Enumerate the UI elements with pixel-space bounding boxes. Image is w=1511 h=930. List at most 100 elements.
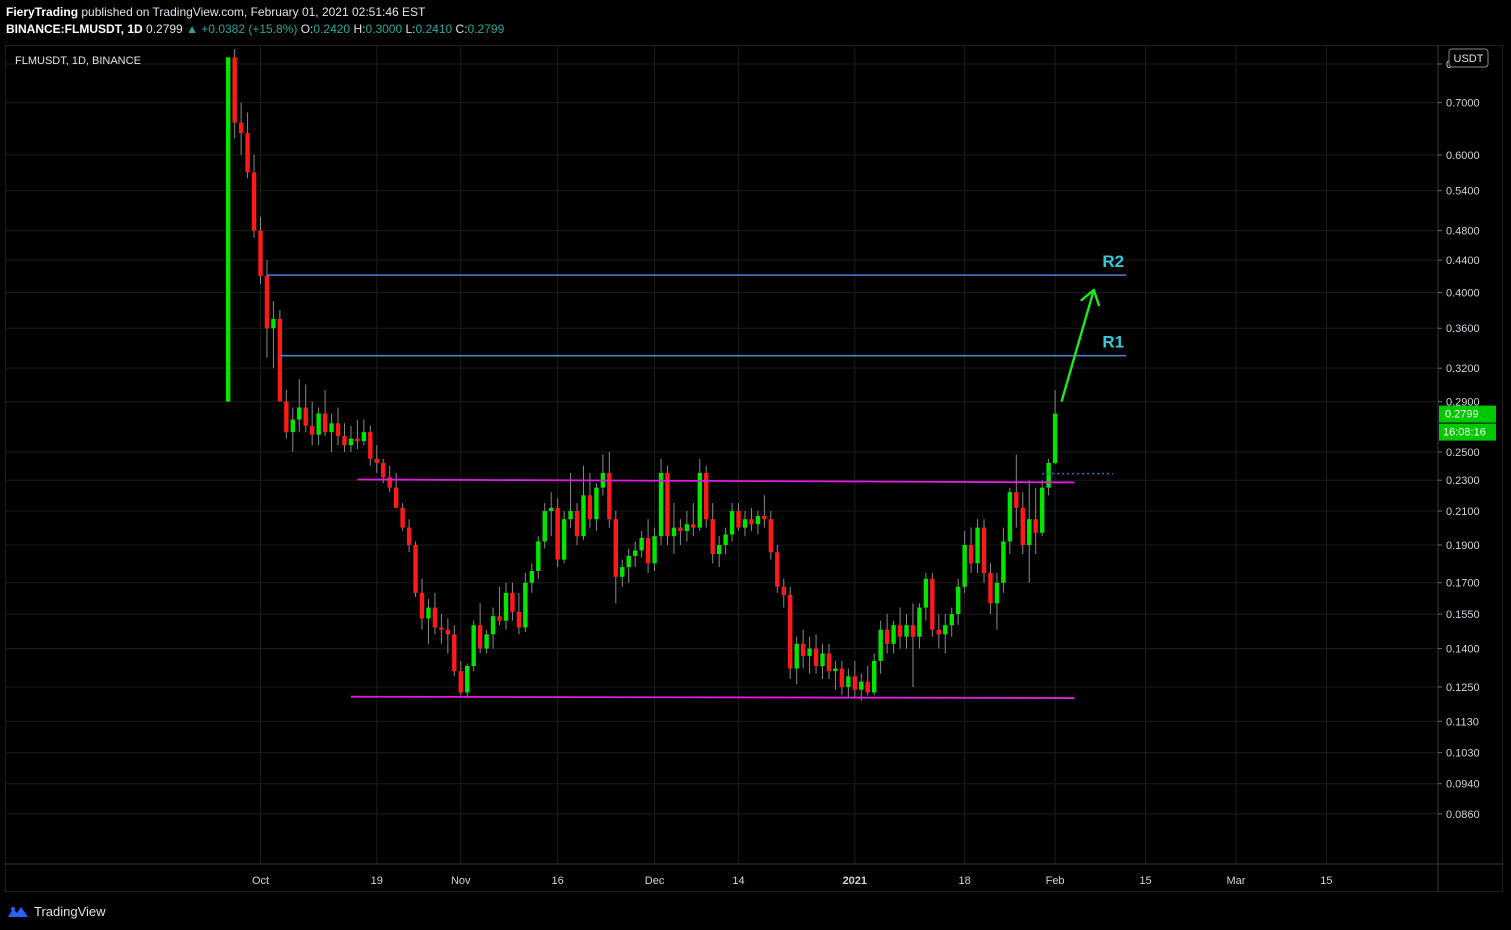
candle-body [258, 230, 263, 276]
candle-body [716, 545, 722, 555]
candle [826, 643, 832, 679]
countdown-badge-text: 16:08:16 [1443, 427, 1486, 439]
x-tick-label: 14 [732, 875, 744, 887]
candle [406, 519, 412, 553]
candle-body [846, 676, 851, 688]
x-tick-label: Feb [1046, 875, 1065, 887]
candle [684, 511, 690, 542]
time-axis[interactable]: Oct 19 Nov 16 Dec 14 2021 18 Feb 15 Mar 15 [252, 875, 1333, 887]
author-name[interactable]: FieryTrading [6, 5, 79, 19]
published-text: published on TradingView.com, February 0… [81, 5, 426, 19]
candle [510, 582, 515, 621]
candle [988, 563, 993, 615]
candle-body [884, 629, 890, 644]
candle-body [251, 172, 257, 231]
candle-body [1052, 413, 1058, 463]
candle [374, 445, 379, 473]
candle-body [684, 524, 690, 532]
candle-body [1046, 462, 1051, 488]
candle [665, 465, 670, 546]
candle-body [691, 524, 696, 528]
candle [981, 519, 987, 583]
x-tick-label: 2021 [843, 875, 867, 887]
candle-body [471, 625, 476, 666]
candle-body [968, 545, 974, 564]
currency-badge-box [1448, 48, 1489, 68]
candle [788, 586, 793, 679]
candle-body [762, 515, 767, 520]
candle-body [652, 536, 657, 564]
candle-body [465, 665, 470, 693]
candle [251, 154, 257, 238]
candle-body [335, 423, 341, 437]
candle-body [936, 629, 941, 635]
y-tick-label: 0.0940 [1446, 779, 1480, 791]
candle-body [368, 432, 373, 459]
chart-symbol-label: FLMUSDT, 1D, BINANCE [15, 55, 141, 67]
ohlc-high-key: H: [353, 22, 366, 36]
y-tick-label: 0.4000 [1446, 287, 1480, 299]
candle [607, 451, 612, 528]
candle-body [393, 487, 399, 508]
range-line-lower[interactable] [350, 695, 1075, 699]
candle [852, 660, 858, 699]
x-tick-label: 16 [552, 875, 564, 887]
candle-body [949, 614, 954, 626]
y-tick-label: 0.2100 [1446, 506, 1480, 518]
y-tick-label: 0.2300 [1446, 475, 1480, 487]
candle-body [503, 592, 509, 621]
candlestick-chart[interactable]: R2 R1 0.0860 0.0940 0.1030 0.1130 0.1250 0.140… [4, 44, 1504, 893]
candle [768, 511, 774, 560]
candle-body [807, 648, 812, 656]
candle-body [322, 413, 328, 433]
range-line-upper[interactable] [357, 478, 1075, 484]
candle-body [348, 438, 354, 446]
y-tick-label: 0.1130 [1446, 716, 1479, 728]
candle [930, 572, 935, 637]
chart-frame[interactable]: R2 R1 0.0860 0.0940 0.1030 0.1130 0.1250 0.140… [4, 44, 1504, 893]
candle-body [962, 545, 967, 587]
candle-body [923, 578, 929, 608]
candle-body [426, 607, 431, 619]
candle [639, 531, 644, 558]
candle [368, 425, 373, 466]
candle [723, 527, 728, 555]
x-tick-label: Dec [645, 875, 665, 887]
candle [555, 498, 560, 568]
currency-badge[interactable]: USDT [1448, 48, 1489, 68]
candle [245, 112, 250, 179]
candle [348, 425, 354, 452]
candle [878, 620, 883, 674]
candle [1020, 492, 1025, 555]
x-tick-label: 19 [371, 875, 383, 887]
candle-body [232, 57, 237, 123]
candle-body [904, 625, 909, 637]
candle-body [574, 511, 580, 537]
candle-body [1001, 541, 1006, 583]
price-axis[interactable]: 0.0860 0.0940 0.1030 0.1130 0.1250 0.1400 0.15… [1438, 59, 1480, 821]
candle [419, 578, 425, 630]
candle [910, 603, 916, 688]
candle-body [264, 275, 270, 329]
candle [716, 536, 722, 568]
candle [361, 419, 367, 446]
candle [1027, 480, 1032, 583]
candle-body [226, 57, 231, 402]
candle-body [917, 607, 922, 637]
candle [458, 660, 463, 696]
candle [316, 407, 321, 446]
candle-body [477, 625, 483, 649]
candle [807, 636, 812, 674]
candle-body [710, 519, 715, 555]
publish-header: FieryTrading published on TradingView.co… [0, 0, 1511, 44]
ohlc-close-key: C: [455, 22, 468, 36]
tradingview-logo[interactable]: TradingView [6, 904, 106, 919]
candle [800, 629, 806, 669]
candle [542, 503, 547, 549]
candle-body [290, 419, 295, 433]
candle [232, 49, 237, 139]
candle-body [445, 629, 451, 635]
candle-body [271, 318, 276, 329]
candle [704, 465, 709, 528]
x-tick-label: Nov [451, 875, 471, 887]
